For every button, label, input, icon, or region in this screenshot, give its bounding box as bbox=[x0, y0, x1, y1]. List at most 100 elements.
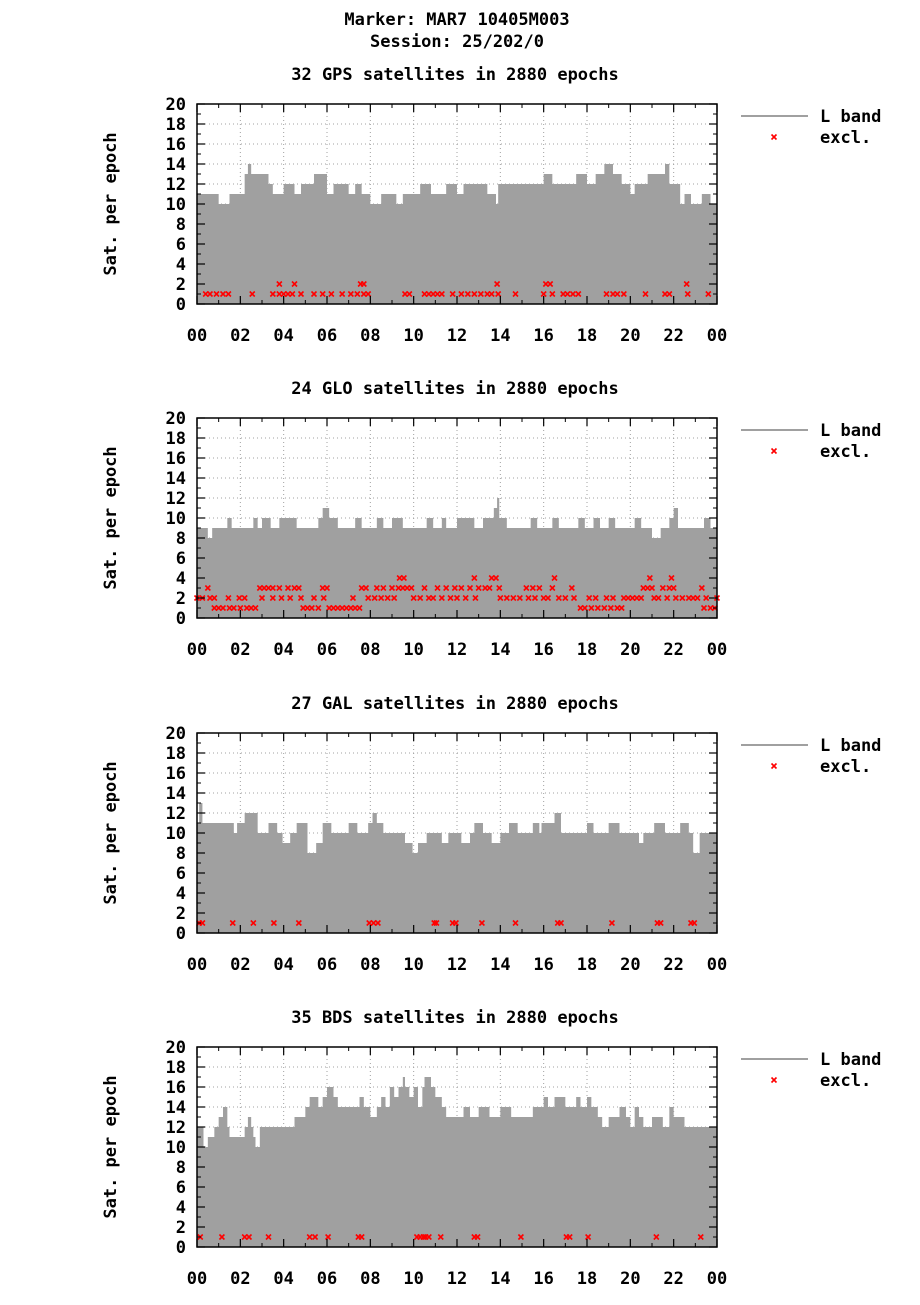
excl-marker bbox=[315, 604, 322, 612]
y-tick-label: 18 bbox=[166, 115, 186, 135]
x-tick-label: 10 bbox=[403, 640, 423, 660]
y-tick-label: 8 bbox=[176, 215, 186, 235]
y-tick-label: 12 bbox=[166, 175, 186, 195]
excl-marker bbox=[295, 584, 302, 592]
x-tick-label: 22 bbox=[663, 955, 683, 975]
panel-title: 35 BDS satellites in 2880 epochs bbox=[291, 1008, 619, 1028]
x-tick-label: 00 bbox=[707, 326, 727, 346]
excl-marker bbox=[230, 604, 237, 612]
excl-marker bbox=[492, 574, 500, 582]
excl-marker bbox=[453, 594, 461, 602]
legend-l-band-label: L band bbox=[820, 1050, 881, 1070]
x-tick-label: 10 bbox=[403, 955, 423, 975]
excl-marker bbox=[391, 594, 398, 602]
excl-marker bbox=[555, 594, 562, 602]
excl-marker bbox=[486, 584, 493, 592]
excl-marker bbox=[510, 594, 517, 602]
x-tick-label: 18 bbox=[577, 640, 597, 660]
x-tick-label: 02 bbox=[230, 955, 250, 975]
excl-marker bbox=[269, 594, 276, 602]
excl-marker bbox=[551, 574, 558, 582]
x-tick-label: 00 bbox=[187, 326, 207, 346]
y-tick-label: 10 bbox=[166, 824, 186, 844]
excl-marker bbox=[425, 1233, 432, 1241]
y-axis-label: Sat. per epoch bbox=[101, 761, 121, 904]
y-tick-label: 0 bbox=[176, 1238, 186, 1258]
excl-marker bbox=[664, 594, 671, 602]
x-tick-label: 20 bbox=[620, 1269, 640, 1289]
excl-marker bbox=[666, 290, 673, 298]
y-tick-label: 16 bbox=[166, 764, 186, 784]
excl-marker bbox=[684, 290, 691, 298]
x-tick-label: 18 bbox=[577, 1269, 597, 1289]
excl-marker bbox=[472, 594, 479, 602]
excl-marker bbox=[358, 1233, 365, 1241]
excl-marker bbox=[417, 594, 424, 602]
excl-marker bbox=[516, 594, 523, 602]
x-tick-label: 20 bbox=[620, 640, 640, 660]
x-tick-label: 06 bbox=[317, 326, 337, 346]
legend-excl-marker bbox=[770, 447, 778, 455]
y-tick-label: 6 bbox=[176, 235, 186, 255]
excl-marker bbox=[347, 290, 354, 298]
y-tick-label: 0 bbox=[176, 924, 186, 944]
excl-marker bbox=[349, 594, 357, 602]
x-tick-label: 14 bbox=[490, 326, 510, 346]
chart-panel-0: 32 GPS satellites in 2880 epochs Sat. per… bbox=[101, 65, 881, 346]
excl-marker bbox=[549, 290, 556, 298]
excl-marker bbox=[618, 604, 625, 612]
excl-marker bbox=[477, 290, 484, 298]
excl-marker bbox=[557, 919, 565, 927]
excl-marker bbox=[438, 290, 445, 298]
excl-marker bbox=[380, 584, 387, 592]
excl-marker bbox=[452, 919, 459, 927]
legend-excl-label: excl. bbox=[820, 128, 871, 148]
legend-excl-marker bbox=[770, 133, 778, 141]
y-tick-label: 2 bbox=[176, 589, 186, 609]
excl-marker bbox=[447, 594, 454, 602]
y-tick-label: 14 bbox=[166, 155, 186, 175]
excl-marker bbox=[603, 290, 610, 298]
excl-marker bbox=[278, 594, 285, 602]
y-tick-label: 6 bbox=[176, 1178, 186, 1198]
excl-marker bbox=[464, 290, 471, 298]
excl-marker bbox=[269, 584, 276, 592]
excl-marker bbox=[536, 584, 543, 592]
x-tick-label: 00 bbox=[187, 955, 207, 975]
excl-marker bbox=[310, 594, 318, 602]
excl-marker bbox=[430, 594, 437, 602]
x-tick-label: 12 bbox=[447, 955, 467, 975]
excl-marker bbox=[458, 584, 465, 592]
y-axis-label: Sat. per epoch bbox=[101, 1075, 121, 1218]
excl-marker bbox=[365, 290, 372, 298]
excl-marker bbox=[462, 594, 469, 602]
excl-marker bbox=[365, 594, 372, 602]
legend-excl-label: excl. bbox=[820, 1071, 871, 1091]
excl-marker bbox=[547, 280, 554, 288]
y-tick-label: 4 bbox=[176, 255, 186, 275]
x-tick-label: 06 bbox=[317, 955, 337, 975]
excl-marker bbox=[488, 290, 495, 298]
y-tick-label: 16 bbox=[166, 449, 186, 469]
excl-marker bbox=[703, 594, 710, 602]
x-tick-label: 00 bbox=[187, 640, 207, 660]
excl-marker bbox=[659, 584, 666, 592]
excl-marker bbox=[581, 604, 588, 612]
y-tick-label: 0 bbox=[176, 295, 186, 315]
excl-marker bbox=[609, 594, 617, 602]
legend-l-band-label: L band bbox=[820, 736, 881, 756]
chart-panel-2: 27 GAL satellites in 2880 epochs Sat. per… bbox=[101, 694, 881, 975]
y-tick-label: 6 bbox=[176, 549, 186, 569]
excl-marker bbox=[497, 594, 504, 602]
excl-marker bbox=[592, 594, 599, 602]
excl-marker bbox=[564, 290, 571, 298]
excl-marker bbox=[670, 584, 677, 592]
excl-marker bbox=[529, 584, 536, 592]
excl-marker bbox=[672, 594, 679, 602]
excl-marker bbox=[614, 290, 621, 298]
excl-marker bbox=[291, 280, 298, 288]
excl-marker bbox=[325, 1233, 332, 1241]
excl-marker bbox=[566, 1233, 573, 1241]
excl-marker bbox=[478, 919, 485, 927]
